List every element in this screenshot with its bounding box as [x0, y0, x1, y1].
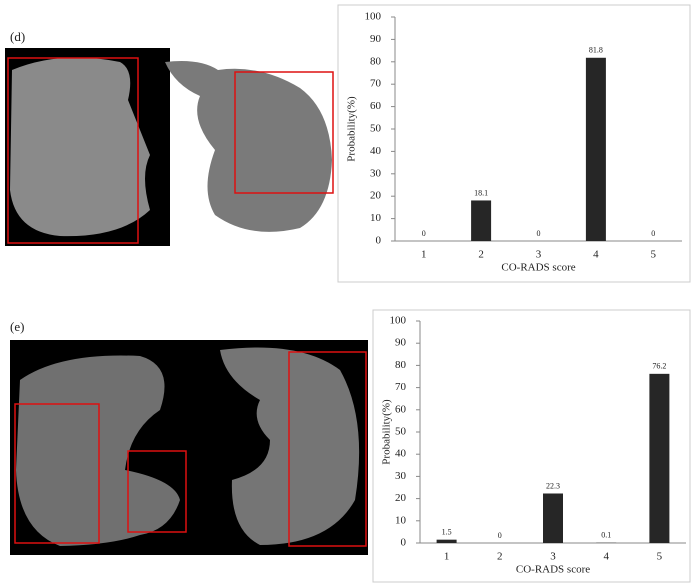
- x-axis-title: CO-RADS score: [501, 262, 575, 274]
- y-tick-label: 70: [395, 381, 407, 393]
- value-label: 0: [498, 531, 502, 540]
- ct-image-e: [10, 340, 368, 555]
- y-tick-label: 80: [395, 359, 407, 371]
- x-tick-label: 5: [657, 551, 663, 563]
- y-tick-label: 10: [370, 212, 382, 224]
- y-tick-label: 50: [370, 123, 382, 135]
- y-tick-label: 90: [395, 337, 407, 349]
- y-tick-label: 10: [395, 514, 407, 526]
- y-tick-label: 50: [395, 426, 407, 438]
- y-tick-label: 0: [376, 235, 382, 247]
- y-tick-label: 20: [395, 492, 407, 504]
- y-tick-label: 100: [365, 11, 382, 23]
- y-tick-label: 70: [370, 78, 382, 90]
- value-label: 0: [422, 229, 426, 238]
- ct-image-d: [5, 48, 332, 246]
- x-tick-label: 2: [497, 551, 503, 563]
- y-tick-label: 30: [395, 470, 407, 482]
- value-label: 18.1: [474, 188, 488, 197]
- value-label: 0: [651, 229, 655, 238]
- chart-frame: [372, 309, 691, 583]
- y-tick-label: 80: [370, 55, 382, 67]
- bar: [649, 373, 670, 543]
- y-tick-label: 0: [401, 537, 407, 549]
- y-tick-label: 90: [370, 33, 382, 45]
- value-label: 0.1: [601, 531, 611, 540]
- x-tick-label: 5: [651, 249, 657, 261]
- y-tick-label: 30: [370, 167, 382, 179]
- panel-label: (e): [10, 319, 24, 334]
- bar: [436, 539, 457, 543]
- x-tick-label: 1: [444, 551, 450, 563]
- roi-box: [14, 403, 100, 544]
- y-axis-title: Probability(%): [381, 399, 393, 465]
- y-tick-label: 60: [395, 403, 407, 415]
- x-axis-title: CO-RADS score: [516, 564, 590, 576]
- x-tick-label: 3: [536, 249, 542, 261]
- y-tick-label: 20: [370, 190, 382, 202]
- bar: [585, 57, 606, 241]
- y-tick-label: 100: [390, 315, 407, 327]
- y-tick-label: 40: [395, 448, 407, 460]
- bar: [543, 493, 563, 543]
- roi-box: [288, 351, 367, 547]
- y-tick-label: 40: [370, 145, 382, 157]
- chart-frame: [337, 4, 691, 283]
- x-tick-label: 3: [550, 551, 556, 563]
- roi-box: [234, 71, 334, 194]
- bar: [471, 200, 492, 241]
- y-axis-title: Probability(%): [346, 96, 358, 162]
- value-label: 76.2: [652, 362, 666, 371]
- roi-box: [7, 57, 139, 244]
- y-tick-label: 60: [370, 100, 382, 112]
- x-tick-label: 1: [421, 249, 427, 261]
- roi-box: [127, 450, 187, 533]
- x-tick-label: 2: [478, 249, 484, 261]
- value-label: 22.3: [546, 481, 560, 490]
- panel-label: (d): [10, 29, 25, 44]
- x-tick-label: 4: [593, 249, 599, 261]
- value-label: 81.8: [589, 46, 603, 55]
- x-tick-label: 4: [603, 551, 609, 563]
- value-label: 1.5: [442, 527, 452, 536]
- value-label: 0: [537, 229, 541, 238]
